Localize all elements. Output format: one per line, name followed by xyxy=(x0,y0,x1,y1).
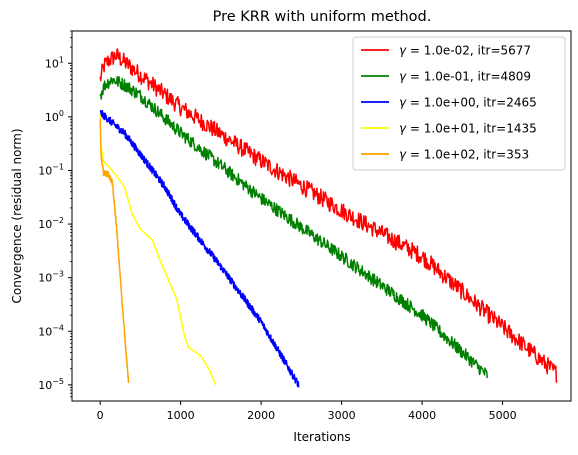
x-axis: 0 1000 2000 3000 4000 5000 xyxy=(97,401,517,422)
y-tick-label: 10−4 xyxy=(38,323,64,338)
x-tick-label: 1000 xyxy=(167,409,195,422)
y-tick-label: 10−5 xyxy=(38,377,64,392)
y-tick-label: 100 xyxy=(45,109,64,124)
legend-entry: γ = 1.0e+00, itr=2465 xyxy=(399,96,537,110)
y-tick-label: 10−3 xyxy=(38,270,64,285)
x-tick-label: 2000 xyxy=(247,409,275,422)
series-line-5 xyxy=(99,119,130,384)
legend-entry: γ = 1.0e+01, itr=1435 xyxy=(399,122,537,136)
y-tick-label: 101 xyxy=(45,55,64,70)
series-line-3 xyxy=(99,109,300,388)
series-line-1 xyxy=(99,48,558,383)
x-tick-label: 3000 xyxy=(328,409,356,422)
chart-title: Pre KRR with uniform method. xyxy=(213,9,432,25)
series-line-4 xyxy=(99,114,217,386)
y-tick-label: 10−2 xyxy=(38,216,64,231)
x-tick-label: 5000 xyxy=(489,409,517,422)
legend: γ = 1.0e-02, itr=5677 γ = 1.0e-01, itr=48… xyxy=(352,36,566,171)
y-axis: 10−5 10−4 10−3 10−2 10−1 100 101 xyxy=(38,30,72,398)
y-tick-label: 10−1 xyxy=(38,162,64,177)
legend-entry: γ = 1.0e-02, itr=5677 xyxy=(399,44,531,58)
plot-frame xyxy=(71,30,572,402)
series-line-2 xyxy=(99,75,488,379)
legend-entry: γ = 1.0e+02, itr=353 xyxy=(399,148,529,162)
x-axis-label: Iterations xyxy=(293,430,350,444)
x-tick-label: 4000 xyxy=(408,409,436,422)
x-tick-label: 0 xyxy=(97,409,104,422)
series-layer xyxy=(99,48,558,388)
legend-entry: γ = 1.0e-01, itr=4809 xyxy=(399,70,531,84)
legend-box xyxy=(352,36,566,171)
y-axis-label: Convergence (residual norm) xyxy=(10,128,24,303)
